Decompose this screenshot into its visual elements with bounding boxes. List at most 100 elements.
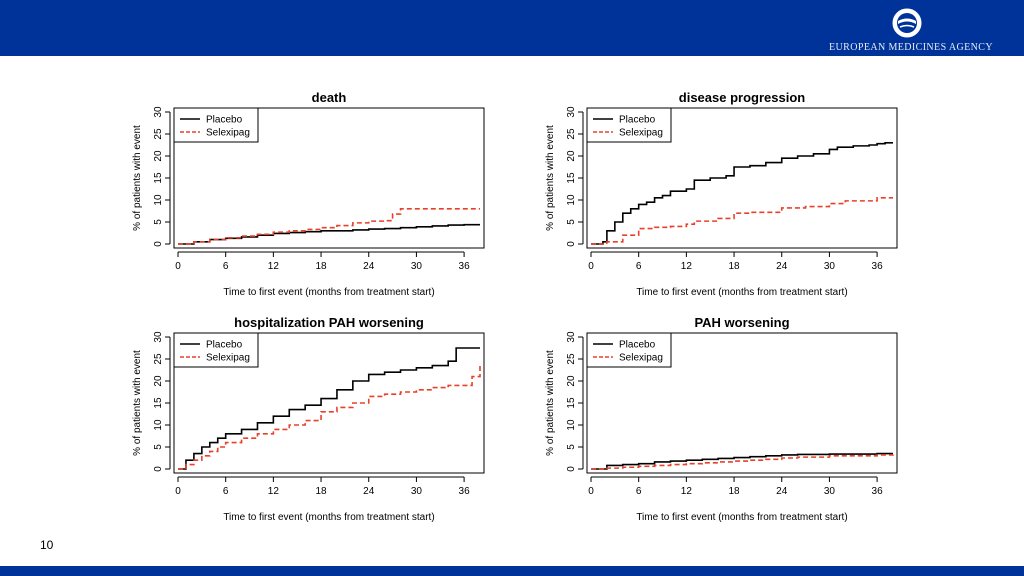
x-tick-label: 18 [728, 486, 740, 497]
page-number: 10 [40, 538, 54, 552]
y-tick-label: 5 [566, 444, 577, 450]
legend-box [586, 332, 672, 368]
x-tick-label: 30 [411, 261, 423, 272]
x-tick-label: 24 [363, 486, 375, 497]
chart-svg: PAH worsening 0 5 10 15 20 25 30 0 6 12 18 24 30 36 Tim… [545, 315, 898, 523]
y-axis-label: % of patients with event [545, 350, 556, 456]
x-tick-label: 24 [776, 486, 788, 497]
chart-hospitalization-pah-worsening: hospitalization PAH worsening 0 5 10 15 20 25 3… [128, 313, 532, 523]
x-tick-label: 18 [728, 261, 740, 272]
y-tick-label: 25 [566, 128, 577, 140]
x-tick-label: 0 [588, 261, 594, 272]
x-tick-label: 36 [872, 486, 884, 497]
y-tick-label: 30 [566, 331, 577, 343]
series-line-placebo [178, 223, 480, 245]
y-tick-label: 15 [566, 397, 577, 409]
legend-box [173, 332, 259, 368]
y-tick-label: 0 [566, 466, 577, 472]
chart-title: death [312, 90, 347, 105]
plot-frame [173, 332, 485, 474]
series-line-placebo [178, 347, 480, 470]
globe-icon [892, 8, 922, 38]
x-tick-label: 6 [223, 486, 229, 497]
x-tick-label: 30 [411, 486, 423, 497]
y-tick-label: 20 [566, 150, 577, 162]
x-tick-label: 0 [175, 261, 181, 272]
chart-title: disease progression [679, 90, 805, 105]
x-tick-label: 30 [824, 486, 836, 497]
x-axis-label: Time to first event (months from treatme… [223, 287, 434, 298]
y-tick-label: 0 [566, 241, 577, 247]
chart-pah-worsening: PAH worsening 0 5 10 15 20 25 30 0 6 12 18 24 30 36 Tim… [541, 313, 945, 523]
legend-box [586, 107, 672, 143]
x-tick-label: 30 [824, 261, 836, 272]
y-tick-label: 20 [566, 375, 577, 387]
legend-label: Selexipag [619, 353, 663, 364]
y-tick-label: 20 [153, 150, 164, 162]
y-tick-label: 10 [153, 194, 164, 206]
plot-frame [173, 107, 485, 249]
y-tick-label: 30 [153, 106, 164, 118]
y-tick-label: 15 [153, 172, 164, 184]
legend-label: Selexipag [206, 353, 250, 364]
x-tick-label: 6 [636, 486, 642, 497]
chart-svg: hospitalization PAH worsening 0 5 10 15 20 25 3… [132, 315, 485, 523]
legend-box [173, 107, 259, 143]
series-line-selexipag [591, 197, 893, 245]
legend-label: Placebo [206, 340, 243, 351]
y-tick-label: 10 [566, 194, 577, 206]
x-tick-label: 12 [268, 261, 280, 272]
series-line-selexipag [591, 454, 894, 470]
y-tick-label: 5 [566, 219, 577, 225]
x-tick-label: 12 [681, 486, 693, 497]
chart-disease-progression: disease progression 0 5 10 15 20 25 30 0 6 12 18 24 3… [541, 88, 945, 298]
x-axis-label: Time to first event (months from treatme… [636, 512, 847, 523]
chart-title: hospitalization PAH worsening [234, 315, 424, 330]
legend-label: Placebo [619, 340, 656, 351]
plot-frame [586, 332, 898, 474]
x-axis-label: Time to first event (months from treatme… [223, 512, 434, 523]
y-tick-label: 15 [566, 172, 577, 184]
y-tick-label: 30 [153, 331, 164, 343]
series-line-placebo [591, 452, 893, 470]
header-bar: EUROPEAN MEDICINES AGENCY [0, 0, 1024, 56]
chart-death: death 0 5 10 15 20 25 30 0 6 12 18 24 30 36 Time to fir… [128, 88, 532, 298]
legend-label: Placebo [206, 115, 243, 126]
legend-label: Selexipag [619, 128, 663, 139]
chart-title: PAH worsening [694, 315, 789, 330]
y-tick-label: 0 [153, 241, 164, 247]
legend-label: Selexipag [206, 128, 250, 139]
series-line-selexipag [178, 208, 480, 245]
series-line-selexipag [178, 365, 481, 470]
x-tick-label: 6 [636, 261, 642, 272]
x-tick-label: 36 [459, 261, 471, 272]
x-tick-label: 18 [315, 486, 327, 497]
x-tick-label: 18 [315, 261, 327, 272]
x-tick-label: 12 [268, 486, 280, 497]
y-tick-label: 25 [153, 353, 164, 365]
y-tick-label: 20 [153, 375, 164, 387]
y-tick-label: 25 [153, 128, 164, 140]
x-tick-label: 36 [459, 486, 471, 497]
chart-svg: disease progression 0 5 10 15 20 25 30 0 6 12 18 24 3… [545, 90, 898, 298]
x-tick-label: 0 [588, 486, 594, 497]
x-tick-label: 12 [681, 261, 693, 272]
x-axis-label: Time to first event (months from treatme… [636, 287, 847, 298]
y-tick-label: 0 [153, 466, 164, 472]
x-tick-label: 24 [776, 261, 788, 272]
x-tick-label: 24 [363, 261, 375, 272]
agency-logo: EUROPEAN MEDICINES AGENCY [826, 6, 996, 54]
footer-bar [0, 566, 1024, 576]
x-tick-label: 36 [872, 261, 884, 272]
y-tick-label: 10 [153, 419, 164, 431]
y-tick-label: 5 [153, 219, 164, 225]
legend-label: Placebo [619, 115, 656, 126]
y-tick-label: 10 [566, 419, 577, 431]
y-tick-label: 15 [153, 397, 164, 409]
chart-svg: death 0 5 10 15 20 25 30 0 6 12 18 24 30 36 Time to fir… [132, 90, 485, 298]
y-axis-label: % of patients with event [132, 125, 143, 231]
y-axis-label: % of patients with event [545, 125, 556, 231]
series-line-placebo [591, 142, 893, 245]
x-tick-label: 6 [223, 261, 229, 272]
y-tick-label: 30 [566, 106, 577, 118]
